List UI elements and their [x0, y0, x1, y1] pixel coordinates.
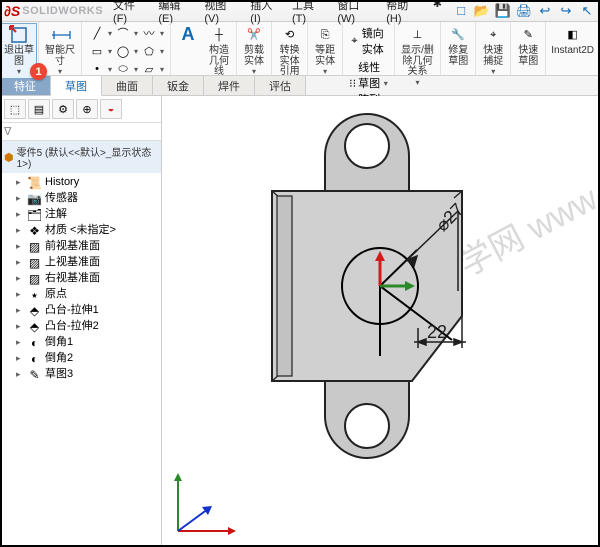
tree-item[interactable]: ▸❖材质 <未指定>: [0, 223, 161, 239]
tree-item[interactable]: ▸🗂注解: [0, 207, 161, 223]
tree-label: History: [45, 176, 79, 190]
graphics-viewport[interactable]: 软件自学网 www.rjzxw.com: [162, 96, 600, 547]
mirror-label: 镜向实体: [362, 25, 388, 57]
tree-label: 倒角1: [45, 336, 73, 350]
trim-button[interactable]: ✂️剪载实体▾: [240, 24, 268, 78]
tab-sheetmetal[interactable]: 钣金: [153, 76, 204, 95]
tree-item[interactable]: ▸⭑原点: [0, 287, 161, 303]
tree-label: 凸台-拉伸2: [45, 320, 99, 334]
exit-sketch-label: 退出草图: [4, 46, 34, 67]
tree-label: 材质 <未指定>: [45, 224, 116, 238]
callout-1: 1: [30, 63, 47, 80]
polygon-tool-icon[interactable]: ⬠: [140, 43, 158, 59]
smart-dim-label: 智能尺寸: [44, 46, 76, 67]
tab-weldment[interactable]: 焊件: [204, 76, 255, 95]
tree-item[interactable]: ▸◐倒角1: [0, 335, 161, 351]
logo-glyph: ∂S: [4, 3, 20, 19]
part-title[interactable]: ⬢ 零件5 (默认<<默认>_显示状态 1>): [0, 141, 161, 173]
config-manager-tab-icon[interactable]: ⚙: [52, 99, 74, 119]
undo-icon[interactable]: ↩︎: [536, 3, 554, 19]
property-manager-tab-icon[interactable]: ▤: [28, 99, 50, 119]
save-icon[interactable]: 💾: [494, 3, 512, 19]
text-tool-button[interactable]: A: [174, 24, 202, 79]
tree-item[interactable]: ▸⬘凸台-拉伸1: [0, 303, 161, 319]
linear-dim-label: 22: [427, 322, 447, 342]
tree-label: 凸台-拉伸1: [45, 304, 99, 318]
quick-snap-button[interactable]: ⌖快速捕捉▾: [479, 24, 507, 78]
tree-label: 原点: [45, 288, 67, 302]
tree-item[interactable]: ▸✎草图3: [0, 367, 161, 383]
tree-label: 前视基准面: [45, 240, 100, 254]
part-drawing: 软件自学网 www.rjzxw.com: [162, 96, 600, 547]
tree-item[interactable]: ▸📜History: [0, 175, 161, 191]
logo-text: SOLIDWORKS: [22, 5, 103, 17]
spline-tool-icon[interactable]: 〰: [140, 25, 158, 41]
tree-label: 注解: [45, 208, 67, 222]
pattern-icon[interactable]: ⁝⁝: [349, 75, 356, 91]
tree-label: 右视基准面: [45, 272, 100, 286]
offset-button[interactable]: ⎘等距实体▾: [311, 24, 339, 78]
tree-label: 草图3: [45, 368, 73, 382]
part-title-label: 零件5 (默认<<默认>_显示状态 1>): [17, 144, 157, 170]
tree-item[interactable]: ▸📷传感器: [0, 191, 161, 207]
tree-label: 传感器: [45, 192, 78, 206]
ellipse-tool-icon[interactable]: ⬭: [114, 61, 132, 77]
circle-tool-icon[interactable]: ◯: [114, 43, 132, 59]
arc-tool-icon[interactable]: ⌒: [114, 25, 132, 41]
feature-manager-tab-icon[interactable]: ⬚: [4, 99, 26, 119]
tab-evaluate[interactable]: 评估: [255, 76, 306, 95]
construction-line-button[interactable]: ┼构造几何线: [205, 24, 233, 79]
quick-sketch-button[interactable]: ✎快速草图: [514, 24, 542, 68]
line-tool-icon[interactable]: ╱: [88, 25, 106, 41]
redo-icon[interactable]: ↪︎: [557, 3, 575, 19]
tree-item[interactable]: ▸▨上视基准面: [0, 255, 161, 271]
tab-features[interactable]: 特征: [0, 76, 51, 95]
tree-item[interactable]: ▸⬘凸台-拉伸2: [0, 319, 161, 335]
tree-item[interactable]: ▸▨右视基准面: [0, 271, 161, 287]
open-icon[interactable]: 📂: [473, 3, 491, 19]
print-icon[interactable]: 🖨: [515, 3, 533, 19]
rect-tool-icon[interactable]: ▭: [88, 43, 106, 59]
select-cursor-icon[interactable]: ↖: [578, 3, 596, 19]
tree-label: 倒角2: [45, 352, 73, 366]
tree-item[interactable]: ▸▨前视基准面: [0, 239, 161, 255]
relations-button[interactable]: ⊥显示/删除几何关系▾: [398, 24, 437, 88]
instant2d-button[interactable]: ◧Instant2D: [549, 24, 596, 58]
feature-tree: ▸📜History▸📷传感器▸🗂注解▸❖材质 <未指定>▸▨前视基准面▸▨上视基…: [0, 173, 161, 547]
smart-dim-button[interactable]: 智能尺寸 ▾: [42, 24, 78, 78]
repair-button[interactable]: 🔧修复草图: [444, 24, 472, 68]
mirror-icon[interactable]: ⌖: [349, 33, 360, 49]
filter-icon[interactable]: ∇: [0, 123, 161, 141]
convert-button[interactable]: ⟲转换实体引用: [275, 24, 304, 79]
app-logo: ∂S SOLIDWORKS: [4, 3, 103, 19]
tree-label: 上视基准面: [45, 256, 100, 270]
slot-tool-icon[interactable]: ▱: [140, 61, 158, 77]
tab-surface[interactable]: 曲面: [102, 76, 153, 95]
new-icon[interactable]: □: [452, 3, 470, 19]
point-tool-icon[interactable]: •: [88, 61, 106, 77]
display-manager-tab-icon[interactable]: ◒: [100, 99, 122, 119]
tab-sketch[interactable]: 草图: [51, 76, 102, 96]
tree-item[interactable]: ▸◐倒角2: [0, 351, 161, 367]
dim-manager-tab-icon[interactable]: ⊕: [76, 99, 98, 119]
